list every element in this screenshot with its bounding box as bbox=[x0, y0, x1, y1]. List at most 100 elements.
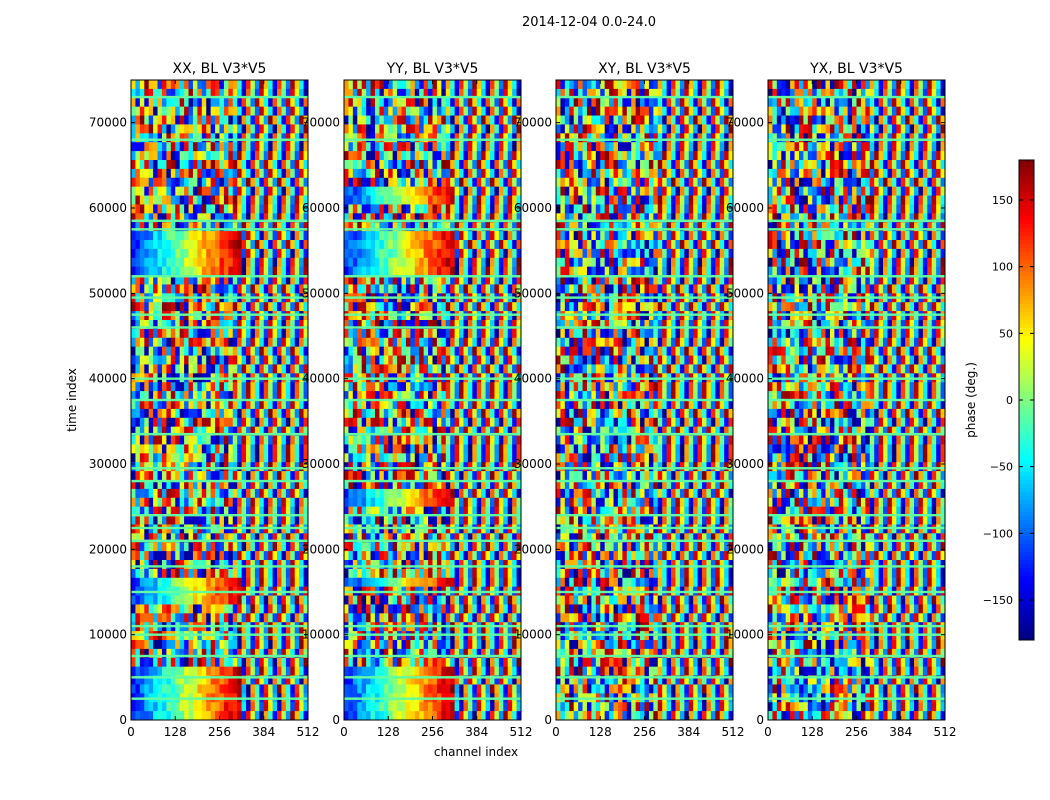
colorbar-segment bbox=[1019, 300, 1034, 305]
colorbar-segment bbox=[1019, 432, 1034, 437]
colorbar-segment bbox=[1019, 336, 1034, 341]
flagged-row bbox=[344, 326, 521, 329]
flagged-row bbox=[556, 479, 733, 483]
colorbar-segment bbox=[1019, 344, 1034, 349]
y-tick-label: 40000 bbox=[302, 372, 340, 386]
flagged-row bbox=[768, 697, 945, 700]
flagged-row bbox=[131, 526, 308, 530]
x-tick-label: 512 bbox=[297, 725, 320, 739]
colorbar: −150 −100 −50 0 50 100 150 bbox=[983, 159, 1035, 641]
colorbar-segment bbox=[1019, 276, 1034, 281]
colorbar-segment bbox=[1019, 332, 1034, 337]
flagged-row bbox=[768, 590, 945, 594]
colorbar-segment bbox=[1019, 536, 1034, 541]
x-tick-label: 128 bbox=[164, 725, 187, 739]
y-tick-label: 20000 bbox=[514, 542, 552, 556]
x-tick-label: 384 bbox=[465, 725, 488, 739]
y-tick-label: 70000 bbox=[302, 116, 340, 130]
flagged-row bbox=[131, 565, 308, 568]
colorbar-segment bbox=[1019, 580, 1034, 585]
x-tick-label: 0 bbox=[764, 725, 772, 739]
flagged-row bbox=[131, 275, 308, 278]
colorbar-segment bbox=[1019, 248, 1034, 253]
flagged-row bbox=[768, 313, 945, 316]
flagged-row bbox=[768, 326, 945, 329]
colorbar-segment bbox=[1019, 312, 1034, 317]
flagged-row bbox=[768, 526, 945, 530]
colorbar-segment bbox=[1019, 352, 1034, 357]
flagged-row bbox=[768, 624, 945, 628]
flagged-row bbox=[556, 676, 733, 679]
x-tick-label: 512 bbox=[510, 725, 533, 739]
x-tick-label: 384 bbox=[889, 725, 912, 739]
colorbar-segment bbox=[1019, 272, 1034, 277]
flagged-row bbox=[131, 539, 308, 542]
flagged-row bbox=[556, 219, 733, 222]
colorbar-segment bbox=[1019, 356, 1034, 361]
colorbar-segment bbox=[1019, 324, 1034, 329]
panel-1: XX, BL V3*V5 0 128 256 384 512 0 10000 20000 3000… bbox=[89, 61, 320, 739]
flagged-row bbox=[344, 697, 521, 700]
flagged-row bbox=[344, 467, 521, 470]
flagged-row bbox=[768, 377, 945, 380]
colorbar-tick-label: −100 bbox=[983, 527, 1013, 540]
colorbar-segment bbox=[1019, 368, 1034, 373]
panel-title: XX, BL V3*V5 bbox=[173, 61, 267, 77]
y-tick-label: 50000 bbox=[302, 286, 340, 300]
colorbar-segment bbox=[1019, 424, 1034, 429]
colorbar-tick-label: −150 bbox=[983, 594, 1013, 607]
colorbar-segment bbox=[1019, 196, 1034, 201]
colorbar-segment bbox=[1019, 492, 1034, 497]
flagged-row bbox=[131, 654, 308, 658]
colorbar-segment bbox=[1019, 604, 1034, 609]
flagged-row bbox=[768, 228, 945, 231]
colorbar-segment bbox=[1019, 240, 1034, 245]
colorbar-label: phase (deg.) bbox=[964, 362, 978, 438]
colorbar-segment bbox=[1019, 452, 1034, 457]
flagged-row bbox=[344, 633, 521, 636]
y-tick-label: 60000 bbox=[89, 201, 127, 215]
flagged-row bbox=[131, 676, 308, 679]
colorbar-segment bbox=[1019, 288, 1034, 293]
colorbar-segment bbox=[1019, 548, 1034, 553]
y-tick-label: 40000 bbox=[726, 372, 764, 386]
colorbar-segment bbox=[1019, 348, 1034, 353]
flagged-row bbox=[768, 219, 945, 222]
y-tick-label: 0 bbox=[119, 713, 127, 727]
flagged-row bbox=[344, 514, 521, 517]
colorbar-segment bbox=[1019, 592, 1034, 597]
colorbar-segment bbox=[1019, 260, 1034, 265]
x-tick-label: 256 bbox=[208, 725, 231, 739]
colorbar-segment bbox=[1019, 516, 1034, 521]
colorbar-segment bbox=[1019, 600, 1034, 605]
flagged-row bbox=[131, 326, 308, 329]
flagged-row bbox=[556, 467, 733, 470]
colorbar-segment bbox=[1019, 372, 1034, 377]
flagged-row bbox=[556, 539, 733, 542]
flagged-row bbox=[344, 228, 521, 231]
flagged-row bbox=[131, 377, 308, 380]
x-tick-label: 512 bbox=[722, 725, 745, 739]
flagged-row bbox=[344, 624, 521, 628]
y-tick-label: 30000 bbox=[726, 457, 764, 471]
y-tick-label: 70000 bbox=[726, 116, 764, 130]
colorbar-segment bbox=[1019, 444, 1034, 449]
colorbar-segment bbox=[1019, 360, 1034, 365]
colorbar-segment bbox=[1019, 448, 1034, 453]
y-tick-label: 40000 bbox=[89, 372, 127, 386]
flagged-row bbox=[768, 398, 945, 402]
x-tick-label: 256 bbox=[845, 725, 868, 739]
flagged-row bbox=[344, 313, 521, 316]
colorbar-segment bbox=[1019, 484, 1034, 489]
flagged-row bbox=[344, 676, 521, 679]
panel-2: YY, BL V3*V5 0 128 256 384 512 0 10000 20000 3000… bbox=[302, 61, 533, 739]
x-tick-label: 128 bbox=[801, 725, 824, 739]
colorbar-segment bbox=[1019, 304, 1034, 309]
colorbar-segment bbox=[1019, 408, 1034, 413]
colorbar-segment bbox=[1019, 200, 1034, 205]
flagged-row bbox=[556, 228, 733, 231]
flagged-row bbox=[344, 539, 521, 542]
colorbar-segment bbox=[1019, 188, 1034, 193]
y-tick-label: 0 bbox=[544, 713, 552, 727]
colorbar-segment bbox=[1019, 436, 1034, 441]
